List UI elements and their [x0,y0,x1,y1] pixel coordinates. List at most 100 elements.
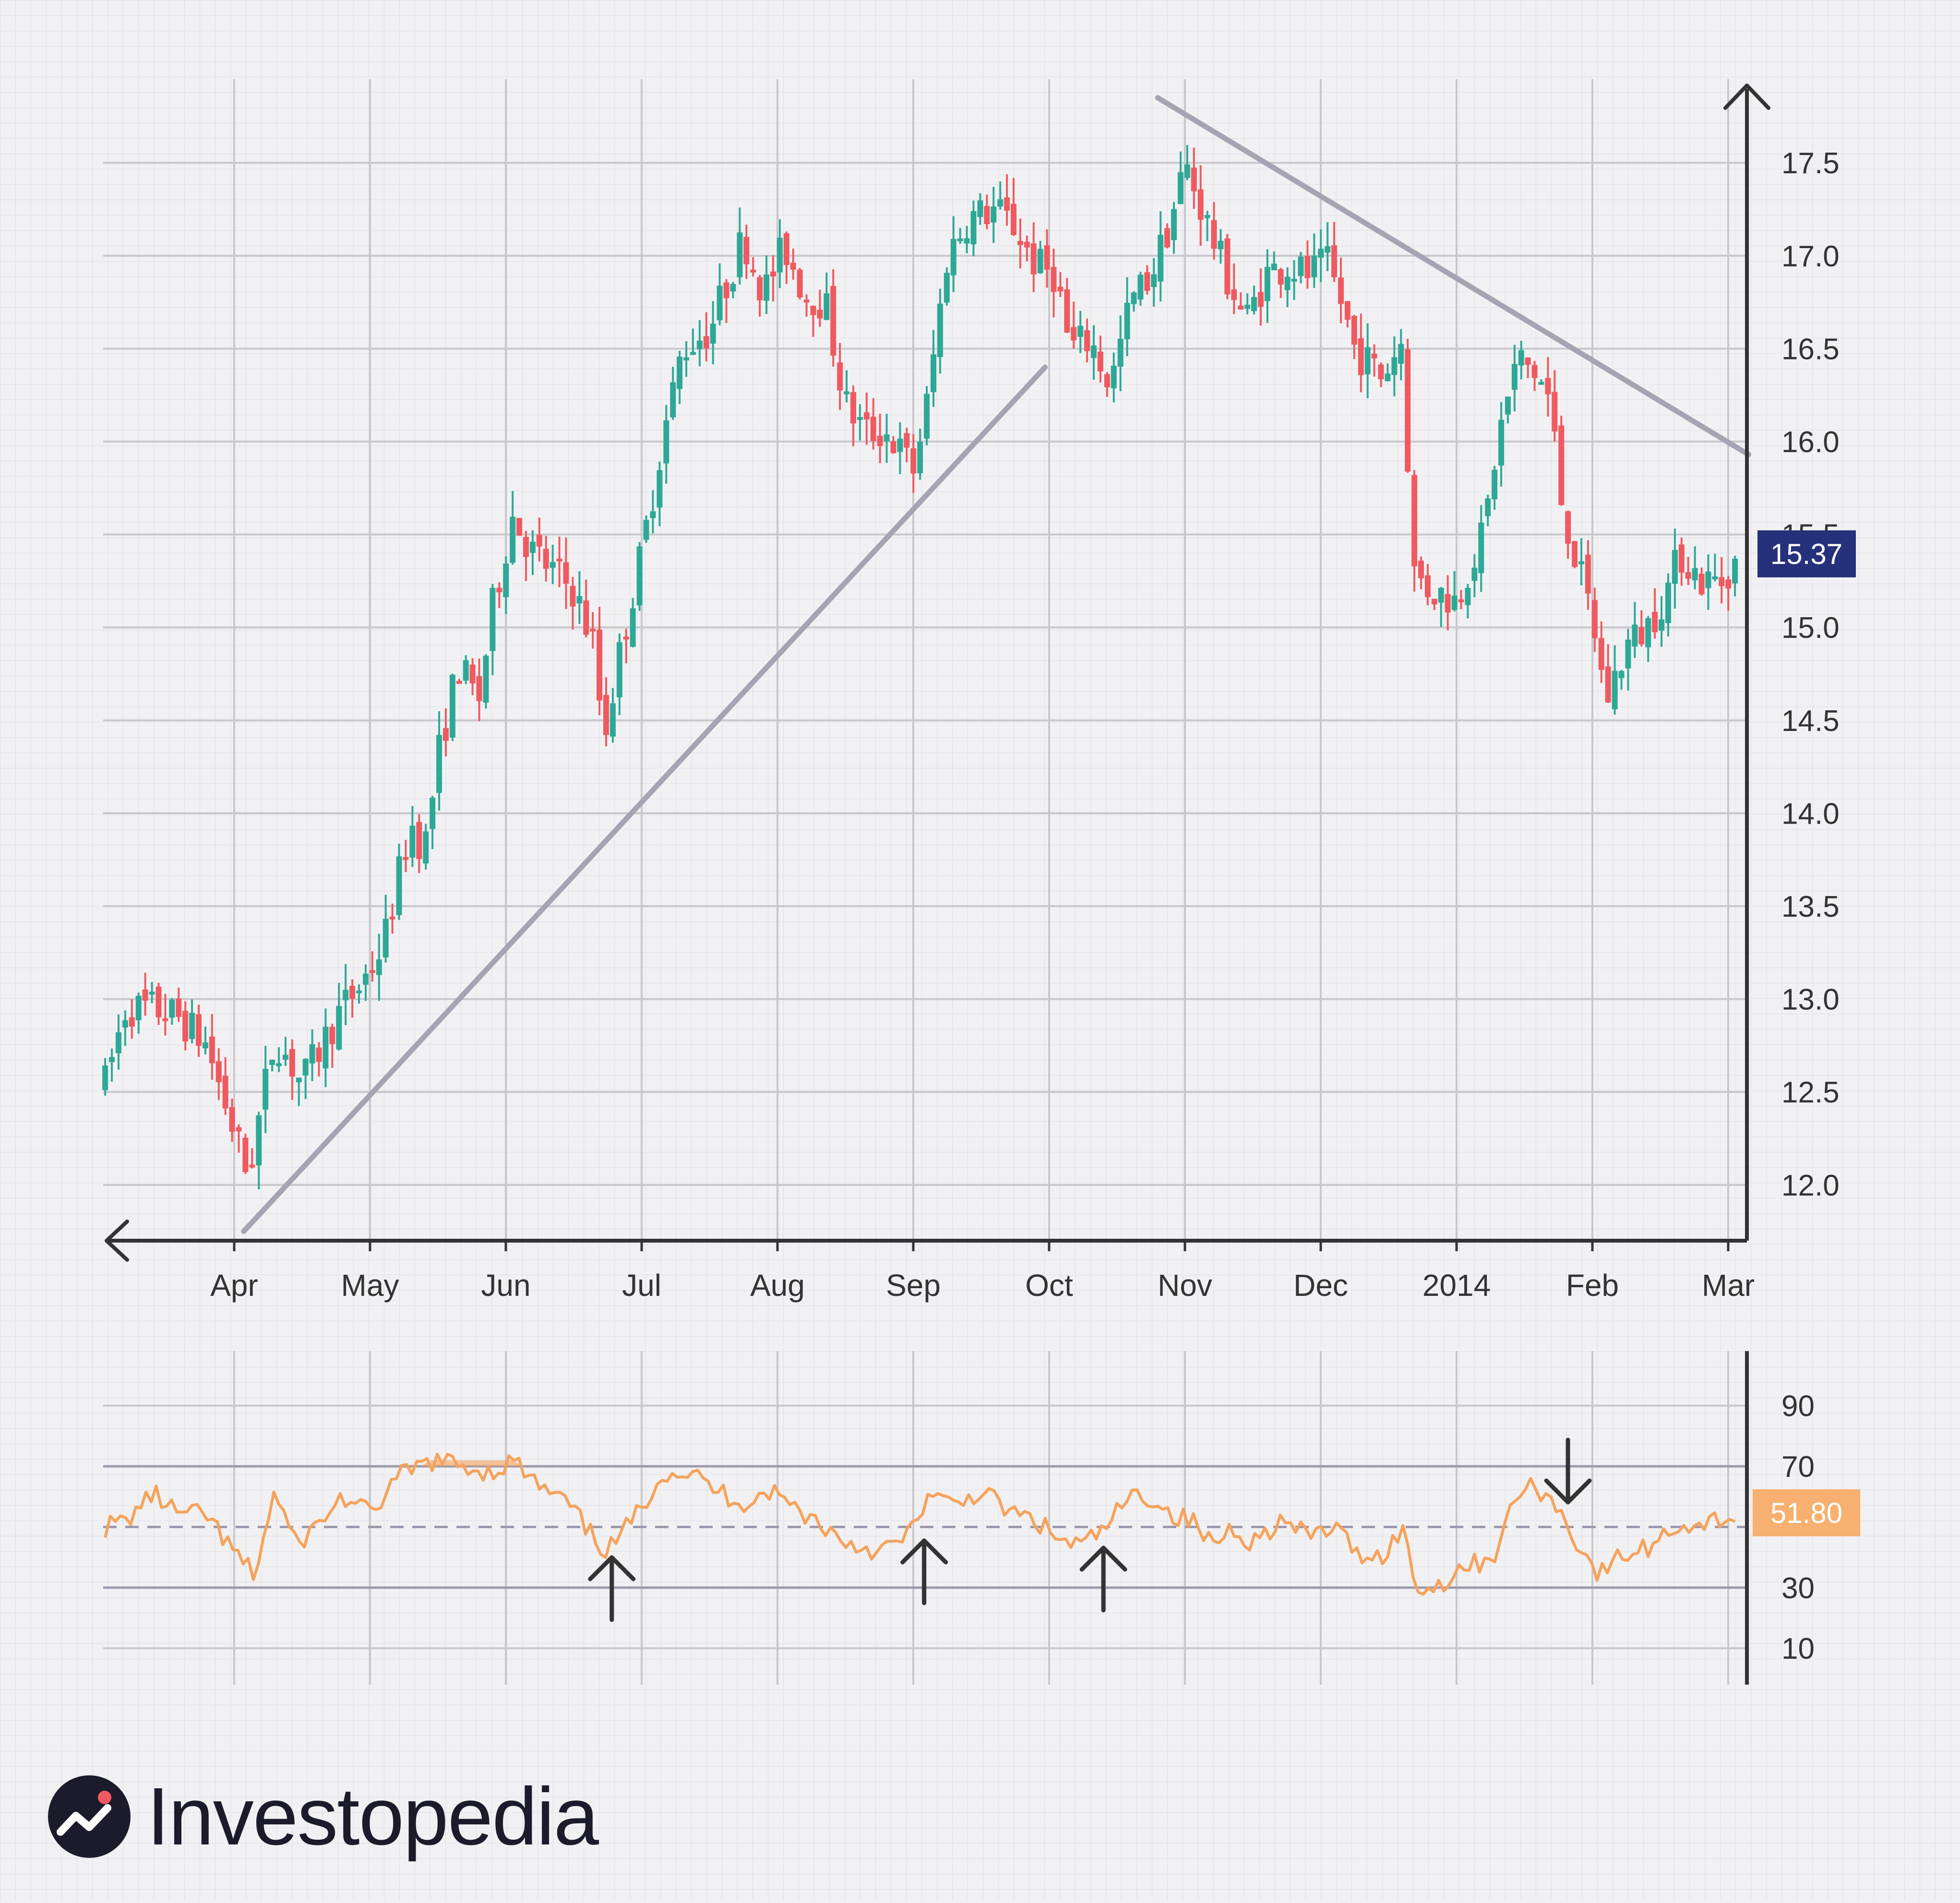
candle-up [1732,555,1738,597]
candle-down [1405,338,1411,473]
candle-down [570,577,576,630]
candle-up [135,993,142,1034]
candle-body [870,417,876,441]
candle-body [316,1047,322,1062]
candle-down [155,982,162,1025]
candle-body [977,200,983,217]
candle-down [723,279,729,323]
candle-body [1638,627,1645,645]
candle-body [563,562,569,584]
candle-up [991,187,997,243]
candle-body [222,1076,228,1109]
candle-down [536,517,542,562]
candle-body [1325,246,1331,253]
candle-body [356,990,362,993]
candle-down [910,434,917,493]
candle-down [329,1024,335,1068]
candle-down [1257,268,1264,326]
candle-down [369,951,375,982]
candle-body [970,211,977,245]
candle-up [1465,584,1471,619]
candle-body [1558,425,1565,505]
candle-up [1505,396,1511,424]
candle-body [1612,670,1618,709]
candle-body [483,656,489,703]
candle-body [510,516,516,563]
candle-up [1538,379,1544,385]
rsi-y-tick-label: 10 [1781,1632,1815,1665]
candle-body [409,826,416,858]
candle-down [877,413,883,464]
candle-body [1071,327,1077,341]
candle-down [1378,362,1384,387]
candle-down [1585,540,1591,610]
candle-up [1705,554,1711,610]
candle-up [824,272,830,321]
candle-body [536,535,542,547]
candle-body [1632,624,1638,647]
arrow-head [1079,1545,1127,1572]
candle-up [710,301,716,364]
candle-body [703,336,709,348]
candle-body [376,959,382,975]
candle-down [1678,537,1685,586]
candle-up [1625,629,1631,691]
candle-body [850,392,856,424]
candle-up [436,711,442,811]
candle-body [1725,579,1732,589]
candle-down [1598,621,1604,683]
candle-body [930,354,936,393]
candle-body [1211,220,1217,249]
candle-body [1231,289,1237,300]
candle-body [570,586,576,607]
candle-up [1485,494,1491,527]
candle-up [1318,229,1324,282]
candle-up [857,404,863,441]
candle-body [1712,576,1718,580]
candle-up [1251,286,1257,315]
candle-body [249,1164,255,1168]
sell-signal-arrow-down-icon [1544,1437,1592,1505]
candle-down [1431,598,1437,610]
candle-down [890,436,896,454]
candle-down [543,536,549,582]
price-y-tick-label: 17.0 [1781,240,1840,273]
candle-body [696,340,703,349]
candle-body [590,628,596,632]
candle-down [1371,344,1377,377]
candle-down [1351,315,1357,359]
candle-body [556,558,562,562]
candle-down [1565,510,1571,559]
candle-up [1177,151,1183,204]
candle-body [296,1077,302,1082]
candle-up [1398,329,1404,381]
candle-body [523,537,529,557]
candle-down [349,979,356,1018]
candle-down [870,398,876,450]
candle-down [1057,272,1064,297]
candle-up [737,207,743,285]
candle-down [850,385,856,447]
candle-up [937,288,943,374]
candle-up [670,367,676,420]
candle-down [703,312,709,362]
candle-down [389,903,395,934]
candle-up [630,598,636,647]
candle-body [1104,374,1110,387]
candle-body [650,511,656,518]
candle-body [1151,274,1157,287]
candle-body [122,1020,128,1028]
candle-up [356,984,362,1004]
candle-down [242,1134,249,1174]
candle-body [1184,164,1190,178]
candle-up [343,964,349,1025]
candle-body [1011,203,1017,235]
candle-body [1485,498,1491,516]
candle-down [984,194,990,229]
candle-body [1097,351,1103,371]
candle-down [176,987,182,1022]
candle-down [1144,265,1150,295]
candle-body [1732,558,1738,584]
candle-up [102,1058,108,1096]
candle-body [1244,304,1251,309]
